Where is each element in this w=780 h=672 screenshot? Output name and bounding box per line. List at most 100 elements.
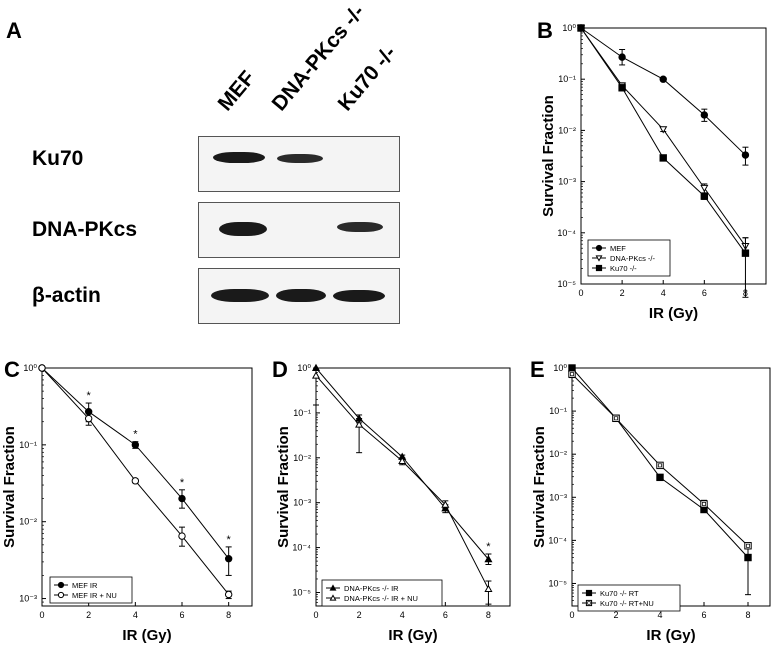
- x-tick-label: 2: [620, 288, 625, 298]
- data-point: [618, 53, 626, 61]
- data-point: [741, 249, 750, 257]
- data-point: [656, 461, 664, 470]
- x-tick-label: 4: [400, 610, 405, 620]
- legend-marker: [57, 591, 65, 599]
- plot-frame: [41, 367, 253, 607]
- band-dnapkcs-ku70: [337, 222, 383, 232]
- legend-marker: [57, 581, 65, 589]
- panel-letter-b: B: [537, 18, 553, 43]
- data-point: [131, 477, 140, 485]
- y-tick-label: 10⁻⁴: [292, 543, 311, 553]
- series-2: [311, 367, 493, 605]
- legend-label: Ku70 -/-: [610, 264, 637, 273]
- significance-star: *: [486, 541, 491, 553]
- lane-label-mef: MEF: [213, 66, 260, 116]
- y-tick-label: 10⁰: [562, 23, 576, 33]
- data-point: [178, 494, 186, 503]
- data-point: [441, 500, 450, 508]
- legend-marker: [595, 244, 603, 252]
- legend-label: MEF: [610, 244, 626, 253]
- y-axis-label: Survival Fraction: [275, 426, 292, 548]
- data-point: [577, 24, 585, 32]
- x-tick-label: 2: [357, 610, 362, 620]
- band-actin-mef: [211, 289, 269, 302]
- data-point: [700, 192, 709, 200]
- y-tick-label: 10⁻⁴: [557, 228, 576, 238]
- y-tick-label: 10⁰: [297, 363, 311, 373]
- y-tick-label: 10⁻³: [293, 498, 311, 508]
- chart-c: 10⁰ 10⁻¹ 10⁻² 10⁻³0 2 4 6 8 IR (Gy) Survival Frac…: [1, 363, 253, 644]
- series-2: [576, 24, 750, 254]
- data-point: [224, 590, 233, 599]
- x-tick-label: 0: [578, 288, 583, 298]
- significance-star: *: [87, 390, 92, 402]
- data-point: [700, 184, 709, 193]
- legend-marker: [595, 264, 603, 272]
- legend-box: [577, 584, 681, 612]
- series-line: [580, 27, 746, 156]
- legend-marker: [585, 599, 593, 607]
- significance-star: *: [133, 429, 138, 441]
- blot-dnapkcs: [198, 202, 400, 258]
- data-point: [484, 555, 493, 563]
- series-1: [577, 24, 750, 166]
- x-tick-label: 4: [661, 288, 666, 298]
- panel-letter-a: A: [6, 18, 22, 43]
- series-2: [568, 370, 752, 550]
- x-tick-label: 4: [133, 610, 138, 620]
- x-axis-label: IR (Gy): [122, 627, 171, 644]
- legend-label: DNA-PKcs -/- IR + NU: [344, 594, 418, 603]
- plot-frame: [580, 27, 767, 285]
- x-tick-label: 6: [701, 610, 706, 620]
- legend-label: DNA-PKcs -/- IR: [344, 584, 399, 593]
- y-tick-label: 10⁻²: [293, 453, 311, 463]
- data-point: [568, 364, 576, 372]
- y-tick-label: 10⁻¹: [558, 74, 576, 84]
- data-point: [659, 154, 667, 162]
- legend-label: MEF IR + NU: [72, 591, 117, 600]
- data-point: [700, 111, 709, 119]
- band-actin-dnapkcs: [276, 289, 326, 302]
- data-point: [741, 151, 750, 159]
- series-line: [41, 367, 230, 560]
- lane-label-ku70: Ku70 -/-: [333, 41, 401, 116]
- legend-label: MEF IR: [72, 581, 98, 590]
- blot-row-label-dnapkcs: DNA-PKcs: [32, 218, 138, 241]
- legend-label: Ku70 -/- RT: [600, 589, 639, 598]
- band-actin-ku70: [333, 290, 385, 302]
- data-point: [84, 414, 93, 423]
- legend-label: DNA-PKcs -/-: [610, 254, 656, 263]
- y-tick-label: 10⁻¹: [549, 406, 567, 416]
- y-axis-label: Survival Fraction: [540, 95, 557, 217]
- y-axis-label: Survival Fraction: [1, 426, 18, 548]
- blot-beta-actin: [198, 268, 400, 324]
- x-tick-label: 2: [86, 610, 91, 620]
- data-point: [659, 75, 667, 83]
- panel-letter-c: C: [4, 357, 20, 382]
- data-point: [131, 441, 140, 449]
- data-point: [178, 532, 186, 540]
- data-point: [700, 500, 708, 508]
- data-point: [744, 542, 752, 550]
- y-tick-label: 10⁻¹: [293, 408, 311, 418]
- data-point: [224, 555, 233, 563]
- series-2: [38, 364, 233, 600]
- blot-row-label-beta-actin: β-actin: [32, 284, 101, 307]
- y-tick-label: 10⁻⁵: [293, 587, 312, 597]
- legend-box: [49, 576, 133, 604]
- x-tick-label: 8: [486, 610, 491, 620]
- band-dnapkcs-mef: [219, 222, 267, 236]
- data-point: [618, 84, 626, 92]
- plot-frame: [315, 367, 511, 607]
- legend-marker: [585, 589, 593, 597]
- y-tick-label: 10⁻²: [558, 125, 576, 135]
- data-point: [744, 553, 752, 562]
- series-line: [571, 373, 749, 547]
- y-tick-label: 10⁻²: [19, 517, 37, 527]
- series-3: [577, 24, 750, 298]
- significance-star: *: [180, 477, 185, 489]
- x-tick-label: 6: [702, 288, 707, 298]
- band-ku70-dnapkcs: [277, 154, 323, 163]
- x-axis-label: IR (Gy): [388, 627, 437, 644]
